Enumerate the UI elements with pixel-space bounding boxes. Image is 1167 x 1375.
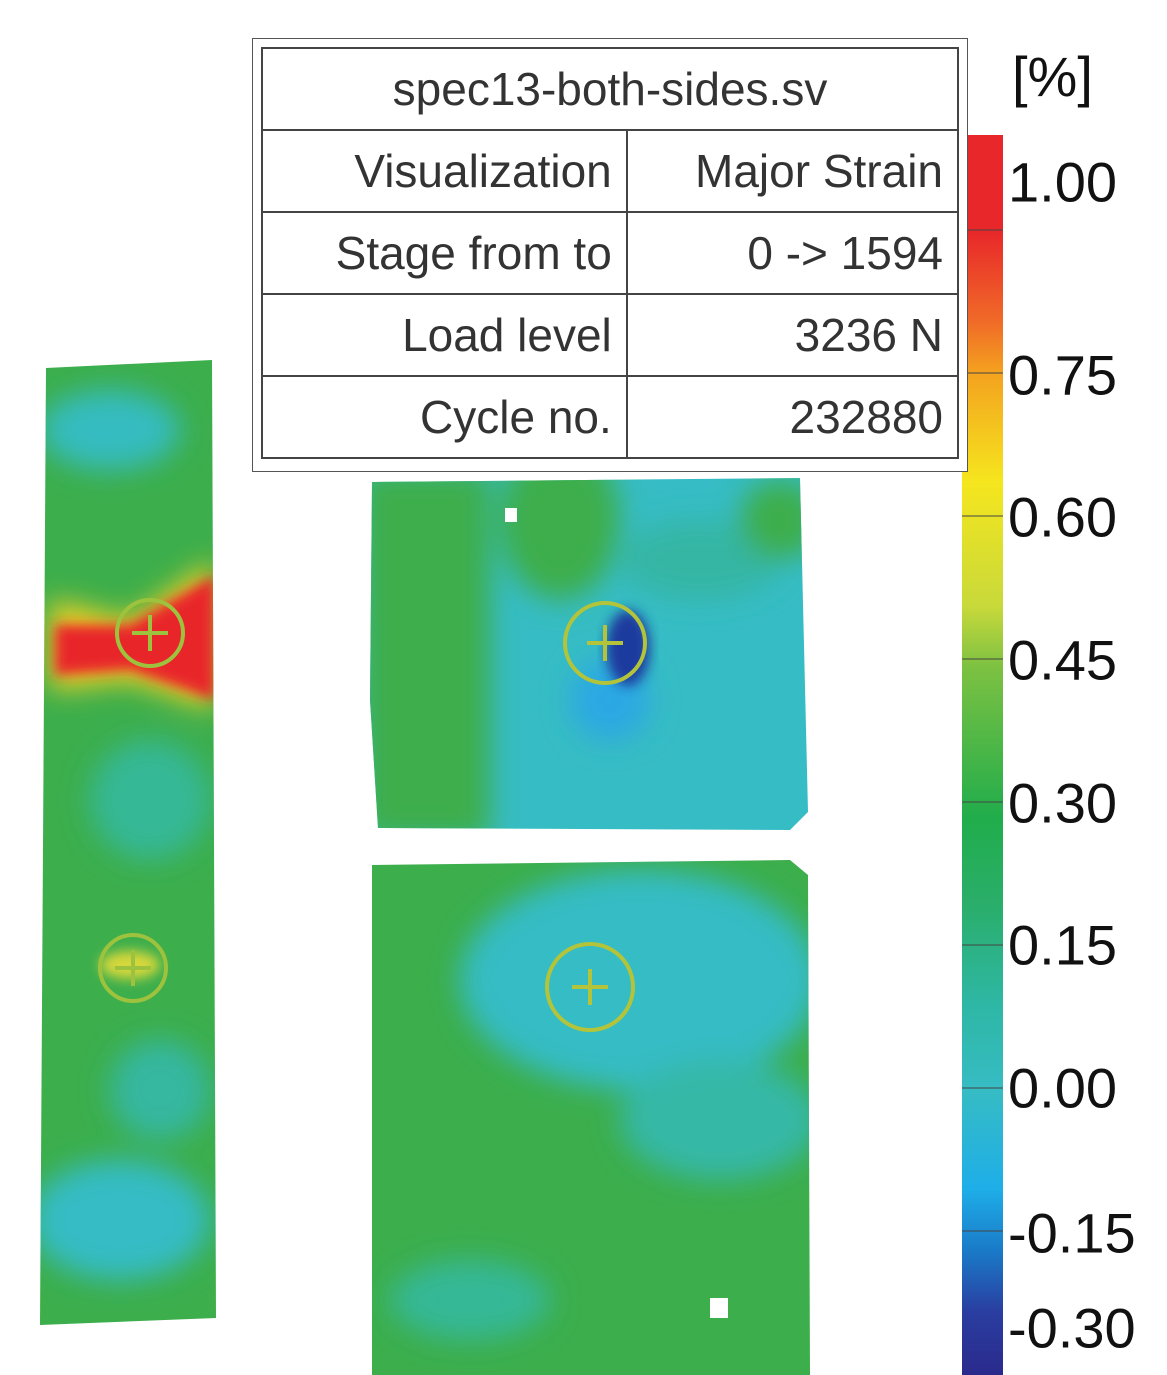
legend-tick-label: 0.00	[1008, 1056, 1117, 1121]
left-strip	[30, 350, 230, 1340]
cell: 0 -> 1594	[627, 212, 958, 294]
legend-tick-label: 1.00	[1008, 150, 1117, 215]
legend-tick-label: 0.45	[1008, 628, 1117, 693]
bottom-map	[360, 850, 820, 1375]
legend-tick-label: 0.15	[1008, 913, 1117, 978]
cell: Load level	[262, 294, 627, 376]
legend-tick-label: 0.30	[1008, 771, 1117, 836]
cell: 3236 N	[627, 294, 958, 376]
cell: Stage from to	[262, 212, 627, 294]
legend-tick-label: 0.75	[1008, 343, 1117, 408]
table-title: spec13-both-sides.sv	[262, 48, 958, 130]
colorbar	[962, 135, 1003, 1375]
legend-tick-label: -0.30	[1008, 1296, 1136, 1361]
legend-unit: [%]	[1012, 44, 1093, 109]
cell: Visualization	[262, 130, 627, 212]
cell: Major Strain	[627, 130, 958, 212]
cell: 232880	[627, 376, 958, 458]
cell: Cycle no.	[262, 376, 627, 458]
page: {"table": {"title": "spec13-both-sides.s…	[0, 0, 1167, 1375]
top-map	[360, 440, 820, 840]
legend-tick-label: -0.15	[1008, 1201, 1136, 1266]
legend-tick-label: 0.60	[1008, 485, 1117, 550]
